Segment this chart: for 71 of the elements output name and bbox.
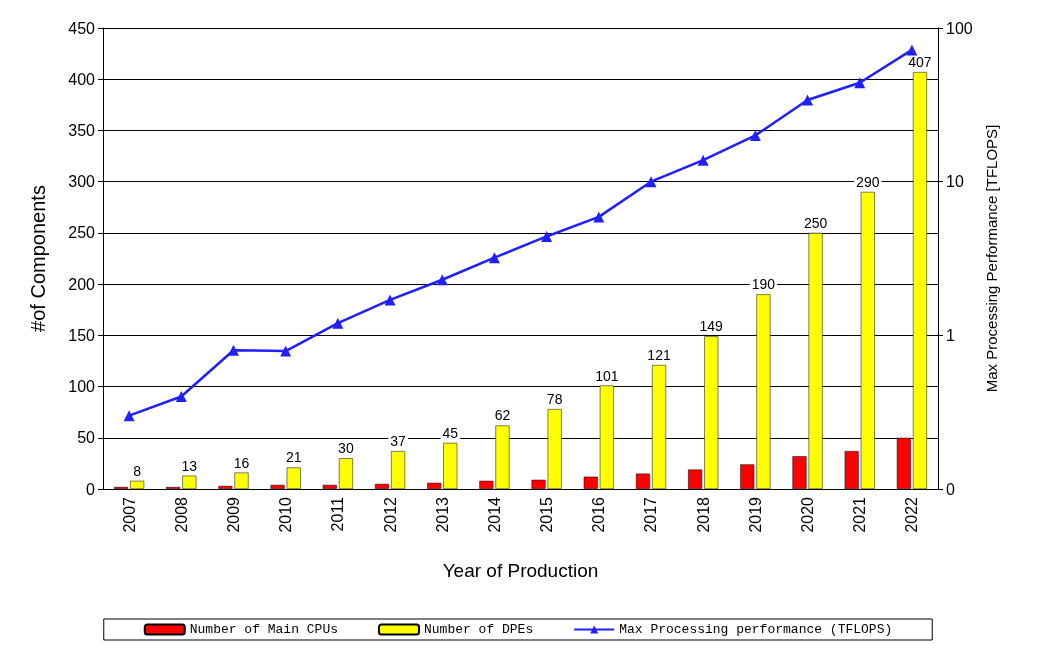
- bar: [391, 451, 406, 489]
- x-tick-label: 2022: [903, 496, 921, 533]
- data-label: 16: [233, 454, 250, 471]
- x-tick-label: 2020: [799, 496, 817, 533]
- point: [854, 77, 866, 89]
- y2-tick-label: 100: [946, 19, 973, 37]
- y-tick-label: 300: [68, 173, 96, 191]
- data-label: 30: [338, 440, 354, 457]
- point: [645, 176, 657, 188]
- x-tick-label: 2015: [538, 496, 556, 533]
- data-label: 121: [647, 347, 671, 364]
- data-label: 37: [390, 433, 407, 450]
- y2-tick-label: 1: [946, 326, 955, 344]
- x-tick-label: 2018: [694, 496, 712, 533]
- data-label: 62: [494, 407, 511, 424]
- y2-tick-label: 10: [946, 173, 964, 191]
- x-tick-label: 2011: [329, 496, 347, 532]
- data-label: 13: [181, 457, 198, 474]
- point: [175, 390, 187, 402]
- data-label: 250: [803, 214, 828, 231]
- y-axis-title: #of Components: [27, 185, 49, 332]
- data-label: 290: [856, 173, 880, 190]
- data-label: 407: [908, 54, 932, 71]
- x-tick-label: 2008: [172, 496, 190, 533]
- point: [593, 211, 605, 223]
- point: [332, 317, 344, 329]
- point: [488, 252, 500, 264]
- y2-axis-title: Max Processing Performance [TFLOPS]: [982, 124, 1000, 393]
- data-label: 8: [133, 462, 142, 479]
- point: [436, 274, 448, 286]
- point: [123, 410, 135, 422]
- bar: [130, 480, 145, 489]
- x-tick-label: 2009: [224, 496, 242, 533]
- y-tick-label: 350: [68, 121, 96, 139]
- x-tick-label: 2021: [851, 496, 869, 533]
- data-label: 78: [546, 391, 563, 408]
- x-tick-label: 2013: [433, 496, 451, 533]
- x-tick-label: 2014: [485, 496, 503, 533]
- y2-tick-label: 0: [946, 480, 955, 498]
- x-axis-title: Year of Production: [442, 560, 599, 581]
- y-tick-label: 250: [68, 224, 96, 242]
- bar: [374, 483, 389, 489]
- data-label: 190: [751, 276, 776, 293]
- legend-label: Number of DPEs: [423, 622, 534, 637]
- y-tick-label: 400: [68, 70, 96, 88]
- y-tick-label: 0: [86, 480, 96, 498]
- data-label: 21: [285, 449, 302, 466]
- y-tick-label: 100: [68, 378, 96, 396]
- point: [697, 154, 709, 166]
- x-tick-label: 2007: [120, 496, 138, 533]
- x-tick-label: 2010: [277, 496, 295, 533]
- point: [384, 294, 396, 306]
- x-tick-label: 2012: [381, 496, 399, 533]
- data-label: 45: [442, 424, 459, 441]
- x-tick-label: 2016: [590, 496, 608, 533]
- x-tick-label: 2019: [746, 496, 764, 533]
- data-label: 149: [699, 318, 724, 335]
- legend-label: Number of Main CPUs: [189, 622, 338, 637]
- point: [802, 94, 814, 106]
- y-tick-label: 450: [68, 19, 96, 37]
- y-tick-label: 50: [77, 429, 96, 447]
- x-tick-label: 2017: [642, 496, 660, 533]
- point: [541, 230, 553, 242]
- bar: [635, 473, 650, 489]
- y-tick-label: 200: [68, 275, 96, 293]
- point: [280, 345, 292, 357]
- y-tick-label: 150: [68, 326, 96, 344]
- point: [749, 129, 761, 141]
- legend-label: Max Processing performance (TFLOPS): [619, 622, 893, 637]
- data-label: 101: [595, 367, 619, 384]
- point: [906, 44, 918, 56]
